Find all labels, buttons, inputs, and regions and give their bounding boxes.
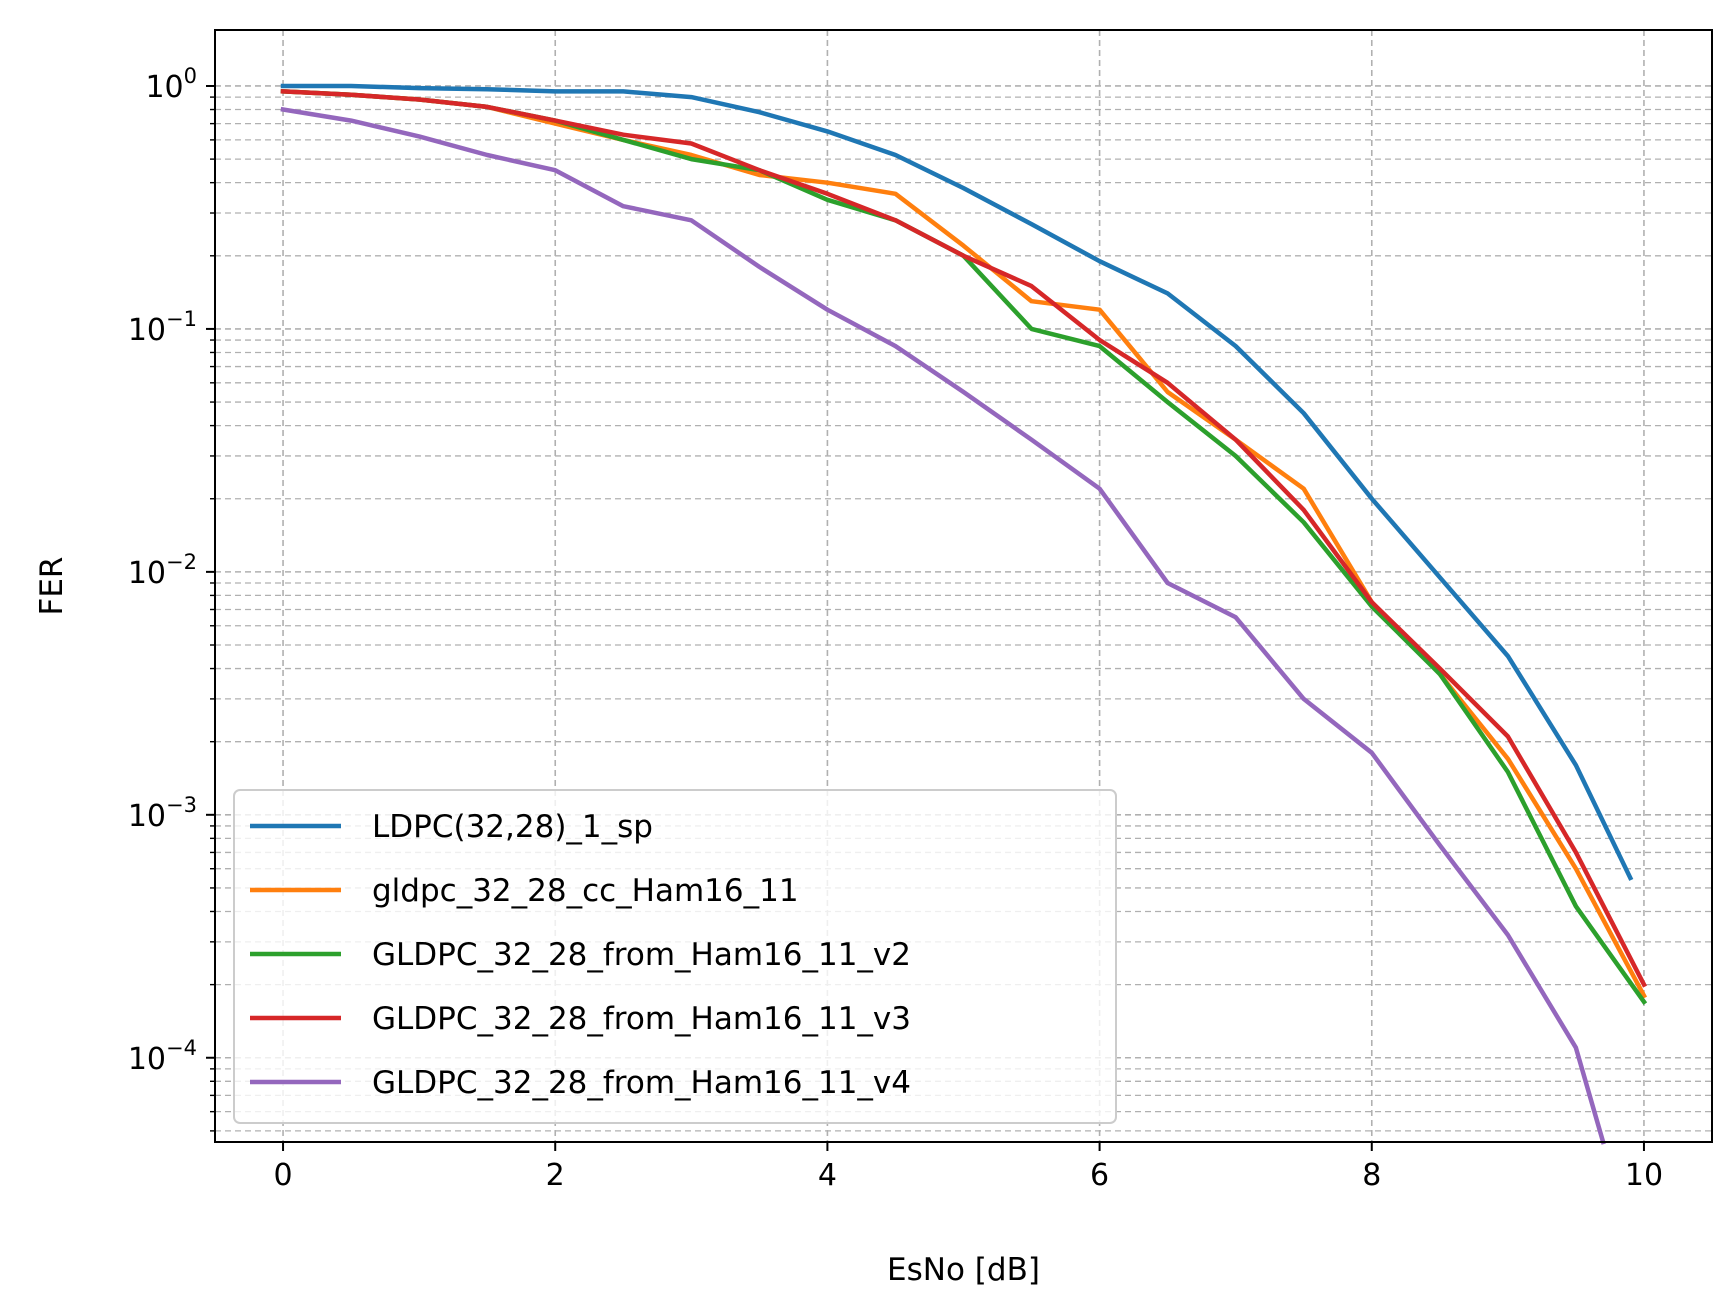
x-axis-label: EsNo [dB] bbox=[887, 1252, 1040, 1288]
legend-label-4: GLDPC_32_28_from_Ham16_11_v3 bbox=[372, 1001, 911, 1037]
legend-label-5: GLDPC_32_28_from_Ham16_11_v4 bbox=[372, 1065, 911, 1101]
axis-ticks: 0 2 4 6 8 10 100 10−1 10−2 10−3 10−4 bbox=[128, 64, 1663, 1193]
legend-label-2: gldpc_32_28_cc_Ham16_11 bbox=[372, 873, 799, 909]
legend-box bbox=[233, 789, 1117, 1124]
y-tick-label: 100 bbox=[145, 64, 197, 105]
y-tick-label: 10−2 bbox=[128, 550, 197, 591]
x-tick-label: 8 bbox=[1362, 1158, 1381, 1193]
y-tick-label: 10−4 bbox=[128, 1036, 197, 1077]
grid bbox=[215, 30, 1712, 1142]
series-line-1 bbox=[280, 83, 1634, 881]
y-tick-label: 10−3 bbox=[128, 793, 197, 834]
series-line-4 bbox=[280, 89, 1648, 988]
series-layer bbox=[280, 83, 1648, 1145]
series-line-5 bbox=[280, 106, 1606, 1145]
x-tick-label: 2 bbox=[546, 1158, 565, 1193]
y-tick-label: 10−1 bbox=[128, 307, 197, 348]
legend: LDPC(32,28)_1_sp gldpc_32_28_cc_Ham16_11 G… bbox=[233, 789, 1117, 1124]
x-tick-label: 6 bbox=[1090, 1158, 1109, 1193]
legend-label-3: GLDPC_32_28_from_Ham16_11_v2 bbox=[372, 937, 911, 973]
y-axis-label: FER bbox=[34, 557, 70, 616]
x-tick-label: 10 bbox=[1625, 1158, 1663, 1193]
x-tick-label: 4 bbox=[818, 1158, 837, 1193]
x-tick-label: 0 bbox=[273, 1158, 292, 1193]
plot-frame bbox=[214, 29, 1713, 1143]
legend-label-1: LDPC(32,28)_1_sp bbox=[372, 809, 653, 845]
